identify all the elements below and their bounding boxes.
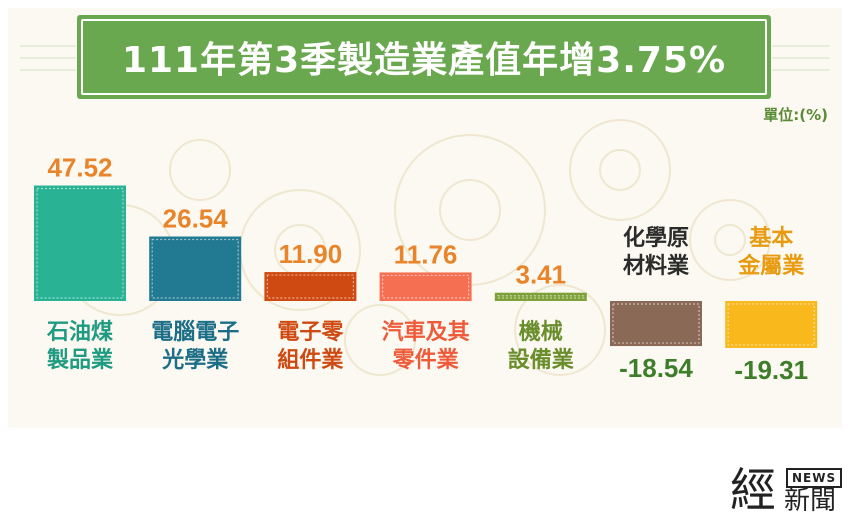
category-label: 製品業 bbox=[46, 347, 114, 372]
category-label: 基本 bbox=[749, 225, 793, 250]
unit-label: 單位:(%) bbox=[763, 106, 828, 124]
bar bbox=[494, 292, 587, 301]
category-label: 電子零 bbox=[277, 319, 344, 344]
value-label: 47.52 bbox=[47, 153, 112, 183]
logo-news-tag: NEWS bbox=[786, 468, 843, 488]
bar-stitch bbox=[266, 274, 354, 299]
title-banner: 111年第3季製造業產值年增3.75% bbox=[77, 15, 771, 99]
value-label: 26.54 bbox=[163, 204, 229, 234]
bar bbox=[149, 236, 242, 301]
category-label: 化學原 bbox=[623, 225, 689, 250]
bar bbox=[725, 301, 818, 348]
logo-text: 新聞 bbox=[784, 486, 837, 516]
bar-stitch bbox=[382, 274, 470, 299]
value-label: 11.76 bbox=[394, 239, 458, 269]
logo-character: 經 bbox=[730, 463, 776, 517]
category-label: 材料業 bbox=[623, 253, 690, 278]
category-label: 電腦電子 bbox=[151, 319, 239, 344]
category-label: 汽車及其 bbox=[382, 319, 470, 344]
bar-stitch bbox=[612, 303, 700, 344]
bar bbox=[34, 185, 126, 301]
bar-stitch bbox=[727, 303, 815, 346]
category-label: 設備業 bbox=[508, 347, 575, 372]
value-label: -18.54 bbox=[619, 353, 693, 383]
value-label: -19.31 bbox=[734, 355, 808, 385]
category-label: 光學業 bbox=[161, 347, 229, 372]
category-label: 機械 bbox=[519, 319, 563, 344]
chart-title: 111年第3季製造業產值年增3.75% bbox=[81, 19, 767, 95]
value-label: 11.90 bbox=[279, 239, 343, 269]
bar bbox=[264, 272, 357, 301]
bar bbox=[379, 272, 472, 301]
category-label: 石油煤 bbox=[46, 319, 113, 344]
category-label: 零件業 bbox=[392, 347, 460, 372]
category-label: 組件業 bbox=[277, 347, 344, 372]
category-label: 金屬業 bbox=[737, 253, 805, 278]
bar-stitch bbox=[36, 187, 124, 299]
bar bbox=[610, 301, 702, 347]
value-label: 3.41 bbox=[515, 260, 566, 290]
news-logo: 經 NEWS 新聞 bbox=[730, 462, 845, 518]
